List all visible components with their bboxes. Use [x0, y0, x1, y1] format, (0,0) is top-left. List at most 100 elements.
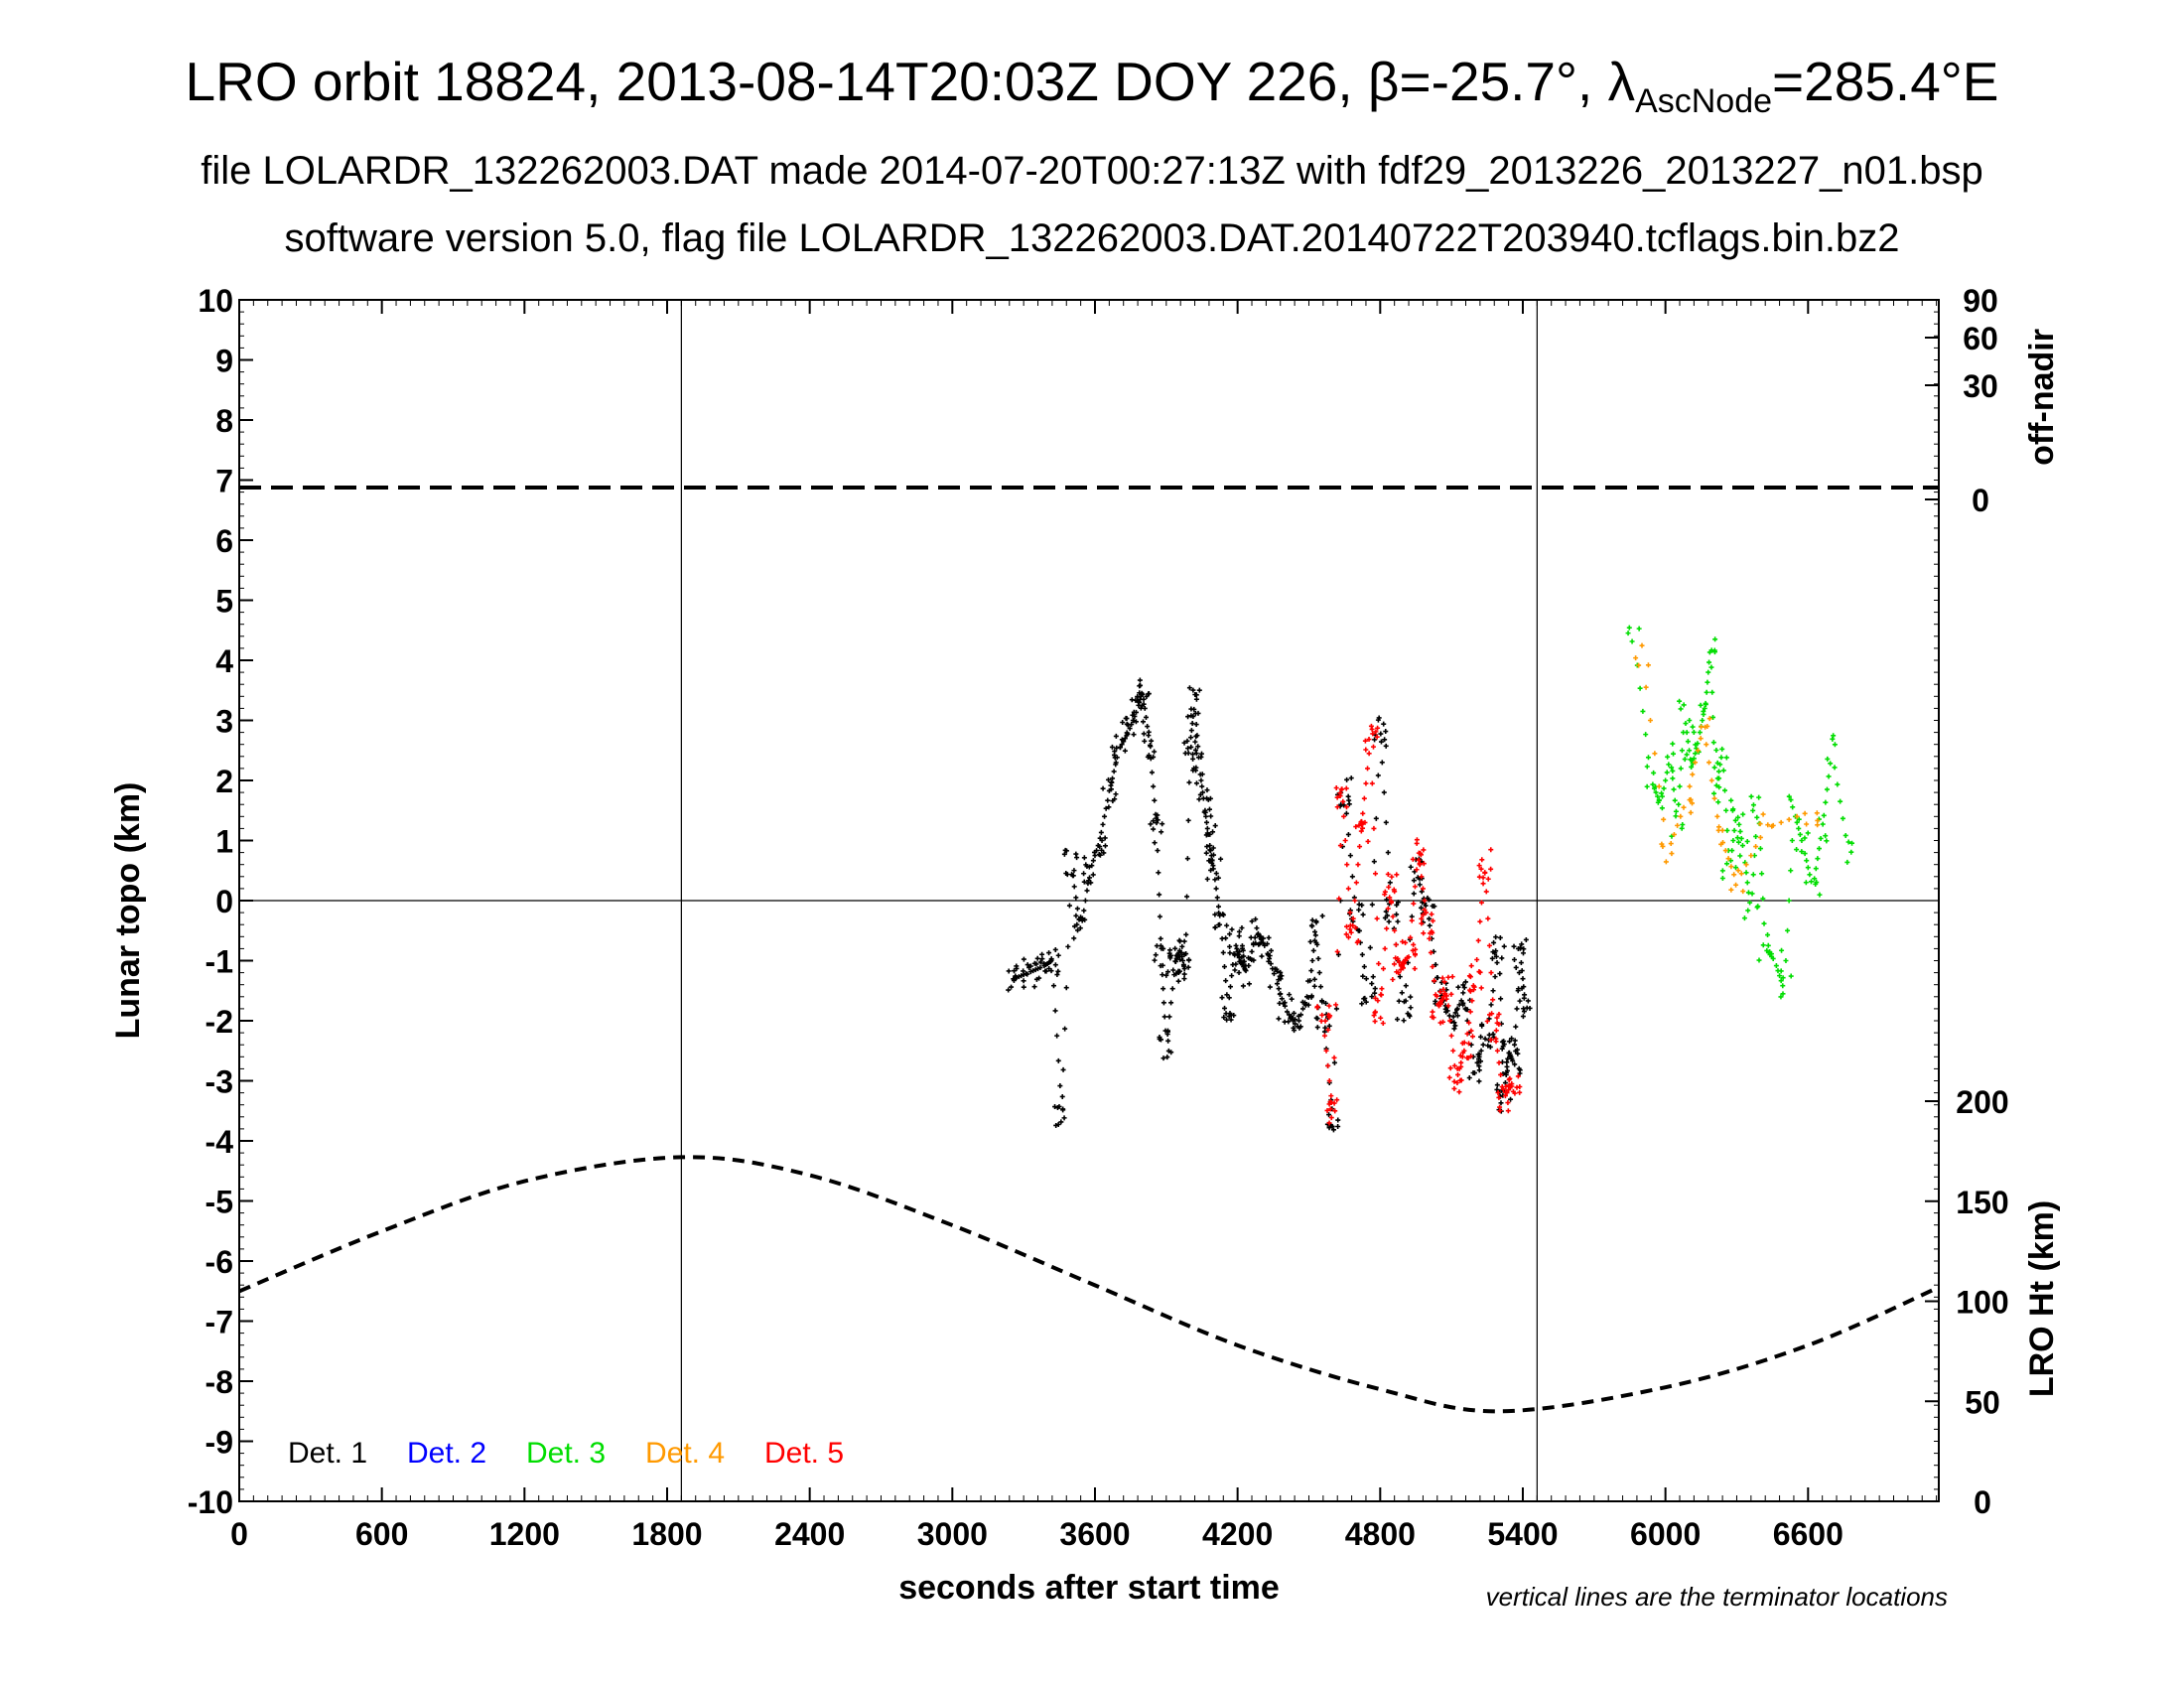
- topo-point: [1464, 1031, 1470, 1037]
- topo-point: [1287, 992, 1293, 998]
- topo-point: [1070, 873, 1076, 879]
- topo-point: [1382, 945, 1388, 951]
- topo-point: [1228, 1012, 1234, 1018]
- topo-point: [1036, 975, 1042, 981]
- topo-point: [1175, 970, 1181, 976]
- topo-point: [1378, 1015, 1384, 1021]
- topo-point: [1639, 642, 1645, 648]
- topo-point: [1821, 812, 1827, 818]
- topo-point: [1361, 964, 1367, 970]
- topo-point: [1088, 880, 1094, 886]
- topo-point: [1113, 791, 1119, 797]
- topo-point: [1227, 943, 1233, 949]
- y-tick-label: 4: [215, 643, 233, 679]
- topo-point: [1401, 1018, 1407, 1024]
- topo-point: [1672, 797, 1678, 803]
- topo-point: [1802, 835, 1808, 841]
- topo-point: [1203, 813, 1209, 819]
- topo-point: [1783, 958, 1789, 963]
- y-tick-label: -10: [188, 1484, 233, 1520]
- topo-point: [1277, 991, 1283, 997]
- topo-point: [1705, 679, 1710, 685]
- topo-point: [1706, 716, 1712, 722]
- topo-point: [1267, 955, 1273, 961]
- topo-point: [1338, 801, 1344, 807]
- topo-point: [1319, 999, 1325, 1005]
- topo-point: [1498, 1100, 1504, 1106]
- topo-point: [1660, 843, 1666, 849]
- topo-point: [1341, 813, 1347, 819]
- x-tick-label: 3600: [1059, 1516, 1130, 1552]
- topo-point: [1327, 1106, 1333, 1112]
- topo-point: [1824, 786, 1830, 792]
- topo-point: [1185, 817, 1191, 823]
- topo-point: [1744, 838, 1750, 844]
- topo-point: [1366, 751, 1372, 757]
- topo-point: [1169, 986, 1175, 992]
- topo-point: [1133, 719, 1139, 725]
- topo-point: [1488, 847, 1494, 853]
- topo-point: [1715, 799, 1721, 805]
- topo-point: [1370, 974, 1376, 980]
- topo-point: [1681, 702, 1687, 708]
- topo-point: [1122, 736, 1128, 742]
- topo-point: [1520, 976, 1526, 982]
- topo-point: [1178, 949, 1184, 955]
- topo-point: [1076, 916, 1082, 922]
- topo-point: [1714, 775, 1720, 781]
- topo-point: [1457, 1053, 1463, 1058]
- x-tick-label: 4200: [1202, 1516, 1273, 1552]
- topo-point: [1765, 942, 1771, 948]
- topo-point: [1184, 738, 1190, 744]
- topo-point: [1275, 981, 1281, 987]
- topo-point: [1205, 796, 1211, 802]
- topo-point: [1106, 776, 1112, 782]
- topo-point: [1130, 718, 1136, 723]
- topo-point: [1516, 986, 1522, 992]
- topo-point: [1723, 755, 1729, 761]
- topo-point: [1372, 986, 1378, 992]
- topo-point: [1468, 963, 1474, 969]
- topo-point: [1277, 973, 1283, 979]
- topo-point: [1802, 810, 1808, 816]
- topo-point: [1137, 677, 1143, 683]
- topo-point: [1511, 943, 1517, 949]
- topo-point: [1337, 843, 1343, 849]
- topo-point: [1172, 958, 1178, 964]
- topo-point: [1411, 891, 1417, 897]
- topo-point: [1487, 1012, 1493, 1018]
- topo-point: [1493, 934, 1499, 940]
- topo-point: [1509, 1036, 1515, 1042]
- topo-point: [1517, 1089, 1523, 1095]
- topo-point: [1731, 827, 1737, 833]
- topo-point: [1823, 799, 1829, 805]
- topo-point: [1039, 956, 1045, 962]
- topo-point: [1052, 1104, 1058, 1110]
- topo-point: [1670, 741, 1676, 747]
- topo-point: [1661, 816, 1667, 822]
- topo-point: [1636, 662, 1642, 668]
- topo-point: [1663, 859, 1669, 865]
- topo-point: [1291, 1010, 1297, 1016]
- topo-point: [1105, 797, 1111, 803]
- topo-point: [1626, 625, 1632, 631]
- topo-point: [1087, 875, 1093, 881]
- topo-point: [1326, 1120, 1332, 1126]
- topo-point: [1843, 832, 1848, 838]
- y-tick-label: -7: [205, 1305, 233, 1340]
- topo-point: [1485, 876, 1491, 882]
- topo-point: [1431, 948, 1436, 954]
- topo-point: [1265, 941, 1270, 947]
- topo-point: [1224, 922, 1230, 928]
- topo-point: [1488, 1002, 1494, 1008]
- topo-point: [1062, 847, 1068, 853]
- topo-point: [1740, 811, 1746, 817]
- lro-height-series: [238, 1155, 1940, 1414]
- topo-point: [1478, 1034, 1484, 1040]
- topo-point: [1057, 1083, 1063, 1089]
- topo-point: [1394, 872, 1400, 878]
- topo-point: [1326, 1125, 1332, 1131]
- topo-point: [1347, 853, 1353, 859]
- topo-point: [1690, 724, 1696, 730]
- topo-point: [1414, 867, 1420, 873]
